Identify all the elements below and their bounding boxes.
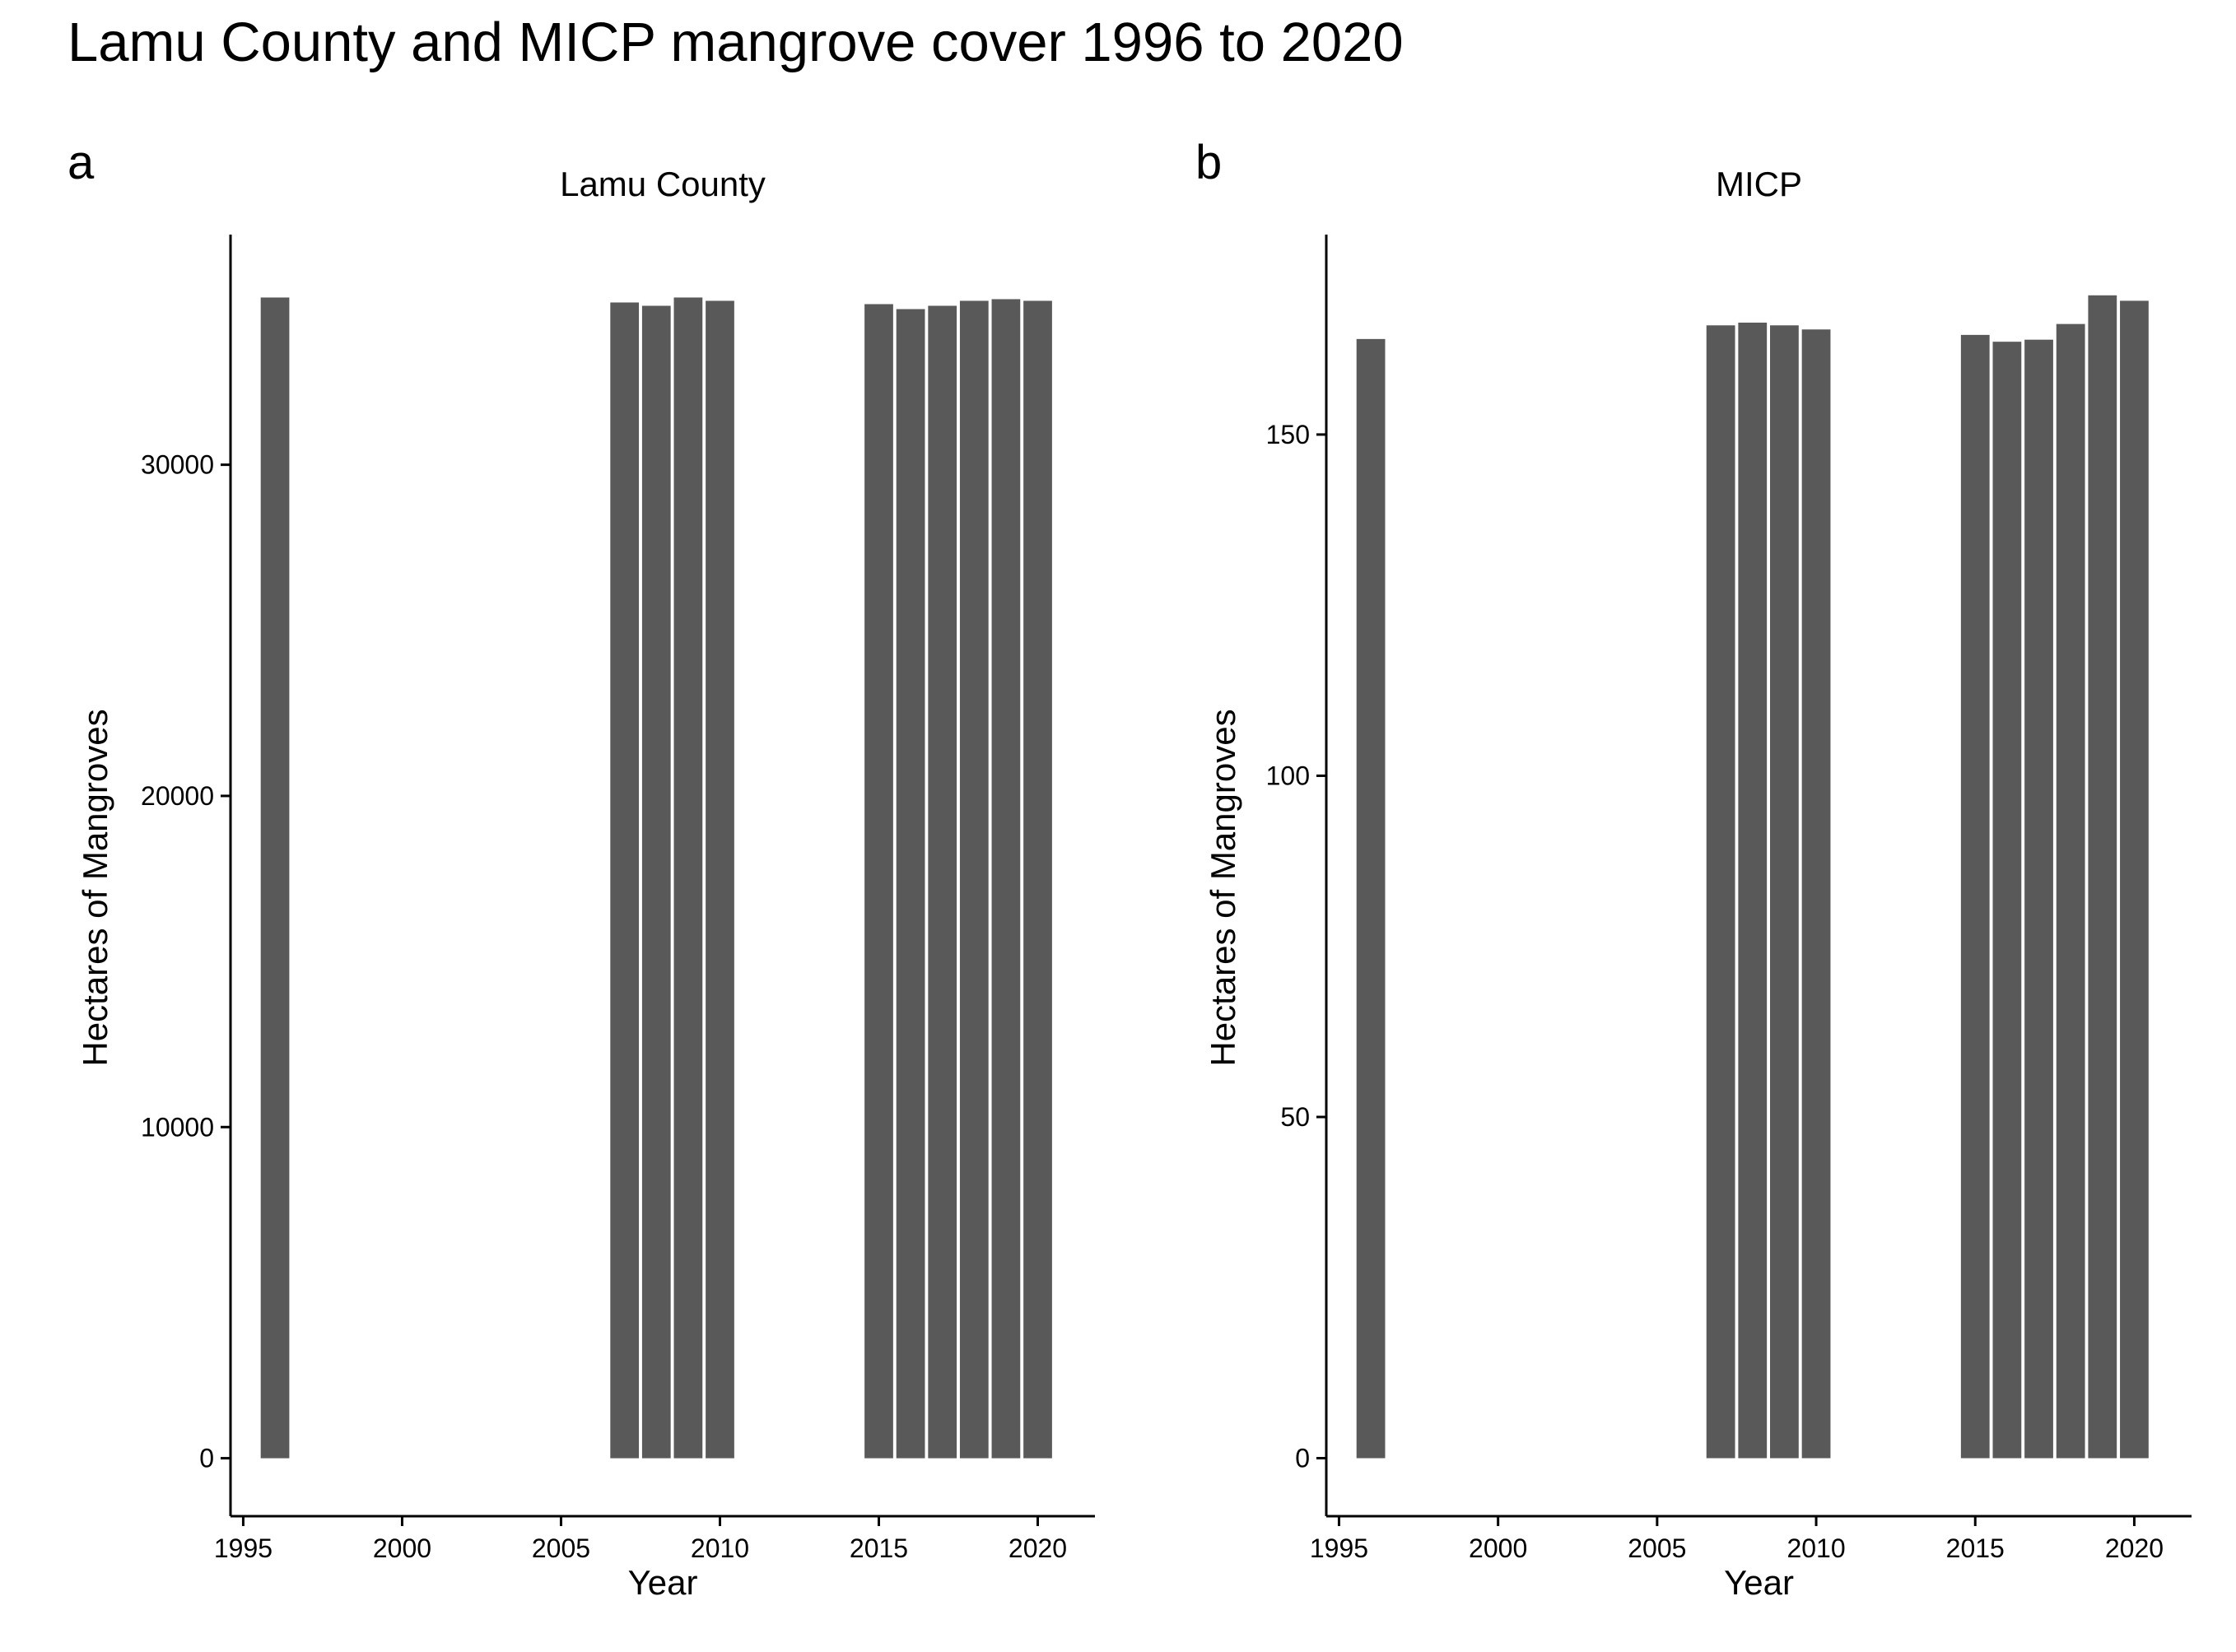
x-tick-label-2010: 2010 [1786,1533,1845,1563]
panel-micp: 0 50 100 150 1995 2000 2005 2010 2015 2020 MICP Yea… [1204,165,2192,1602]
x-axis-label: Year [628,1563,698,1602]
bar-2016 [896,309,925,1459]
x-tick-label-2000: 2000 [373,1533,431,1563]
panel-title: Lamu County [560,165,766,203]
y-tick-label-0: 0 [199,1444,214,1473]
y-tick-label-0: 0 [1295,1444,1310,1473]
bar-2008 [1738,322,1768,1459]
y-tick-label-20000: 20000 [141,781,214,811]
bar-2015 [1960,334,1990,1459]
panel-title: MICP [1716,165,1802,203]
bar-2010 [706,300,734,1459]
bar-2020 [2120,300,2149,1459]
x-tick-label-2005: 2005 [1628,1533,1686,1563]
x-tick-label-2005: 2005 [532,1533,590,1563]
bar-2015 [864,304,893,1459]
bar-2016 [1992,342,2022,1459]
x-tick-label-2000: 2000 [1469,1533,1527,1563]
x-tick-label-1995: 1995 [1310,1533,1368,1563]
bar-2019 [991,299,1021,1459]
x-tick-label-2010: 2010 [691,1533,749,1563]
y-tick-label-30000: 30000 [141,450,214,480]
y-axis-label: Hectares of Mangroves [76,709,114,1066]
y-axis-label: Hectares of Mangroves [1204,709,1242,1066]
bar-2020 [1023,300,1052,1459]
bar-2009 [1770,325,1799,1459]
bar-2010 [1801,329,1831,1459]
bar-1996 [260,297,290,1459]
bar-2007 [1706,325,1735,1459]
x-tick-label-2020: 2020 [2105,1533,2164,1563]
panel-label-a: a [68,136,95,189]
figure-title: Lamu County and MICP mangrove cover 1996… [68,12,1404,73]
x-axis-label: Year [1724,1563,1794,1602]
panel-label-b: b [1195,136,1223,189]
x-tick-label-1995: 1995 [214,1533,273,1563]
bar-2018 [959,300,989,1459]
y-tick-label-50: 50 [1280,1102,1310,1132]
bar-2017 [928,305,957,1459]
y-tick-label-150: 150 [1266,420,1310,449]
panel-lamu-county: 0 10000 20000 30000 1995 2000 2005 2010 2015 2020… [76,165,1095,1602]
y-tick-label-100: 100 [1266,761,1310,790]
bar-2017 [2024,339,2053,1459]
bar-2009 [673,297,703,1459]
x-tick-label-2020: 2020 [1009,1533,1067,1563]
bar-2018 [2056,323,2085,1459]
x-tick-label-2015: 2015 [850,1533,908,1563]
x-tick-label-2015: 2015 [1946,1533,2005,1563]
bar-2008 [641,305,671,1459]
bar-2019 [2088,295,2117,1459]
bar-2007 [610,302,640,1459]
bar-1996 [1356,338,1386,1459]
y-tick-label-10000: 10000 [141,1112,214,1142]
